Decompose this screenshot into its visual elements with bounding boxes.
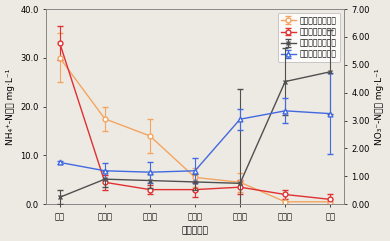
Y-axis label: NO₃⁻-N浓度 mg·L⁻¹: NO₃⁻-N浓度 mg·L⁻¹ xyxy=(376,68,385,145)
Legend: 投加纤维素前氨氮, 投加纤维素后氨氮, 投加纤维素前确氮, 投加纤维素后确氮: 投加纤维素前氨氮, 投加纤维素后氨氮, 投加纤维素前确氮, 投加纤维素后确氮 xyxy=(278,13,340,62)
X-axis label: 各个反应器: 各个反应器 xyxy=(182,227,208,235)
Y-axis label: NH₄⁺-N浓度 mg·L⁻¹: NH₄⁺-N浓度 mg·L⁻¹ xyxy=(5,68,14,145)
